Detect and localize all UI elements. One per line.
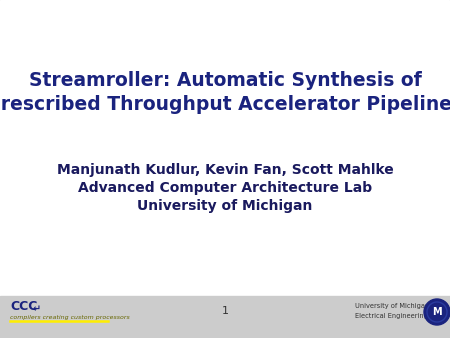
Text: compilers creating custom processors: compilers creating custom processors: [10, 314, 130, 319]
Bar: [0, 296, 450, 338]
Text: Prescribed Throughput Accelerator Pipelines: Prescribed Throughput Accelerator Pipeli…: [0, 95, 450, 114]
Text: M: M: [432, 307, 442, 317]
Text: ↵: ↵: [33, 304, 41, 314]
Text: University of Michigan: University of Michigan: [137, 199, 313, 213]
Text: Advanced Computer Architecture Lab: Advanced Computer Architecture Lab: [78, 181, 372, 195]
FancyBboxPatch shape: [0, 0, 450, 302]
Circle shape: [424, 299, 450, 325]
Text: Manjunath Kudlur, Kevin Fan, Scott Mahlke: Manjunath Kudlur, Kevin Fan, Scott Mahlk…: [57, 163, 393, 177]
Text: Electrical Engineering and Computer Science: Electrical Engineering and Computer Scie…: [355, 313, 450, 319]
Text: Streamroller: Automatic Synthesis of: Streamroller: Automatic Synthesis of: [29, 71, 421, 90]
Text: University of Michigan: University of Michigan: [355, 303, 429, 309]
Text: CCC: CCC: [10, 300, 37, 314]
Text: 1: 1: [221, 306, 229, 316]
